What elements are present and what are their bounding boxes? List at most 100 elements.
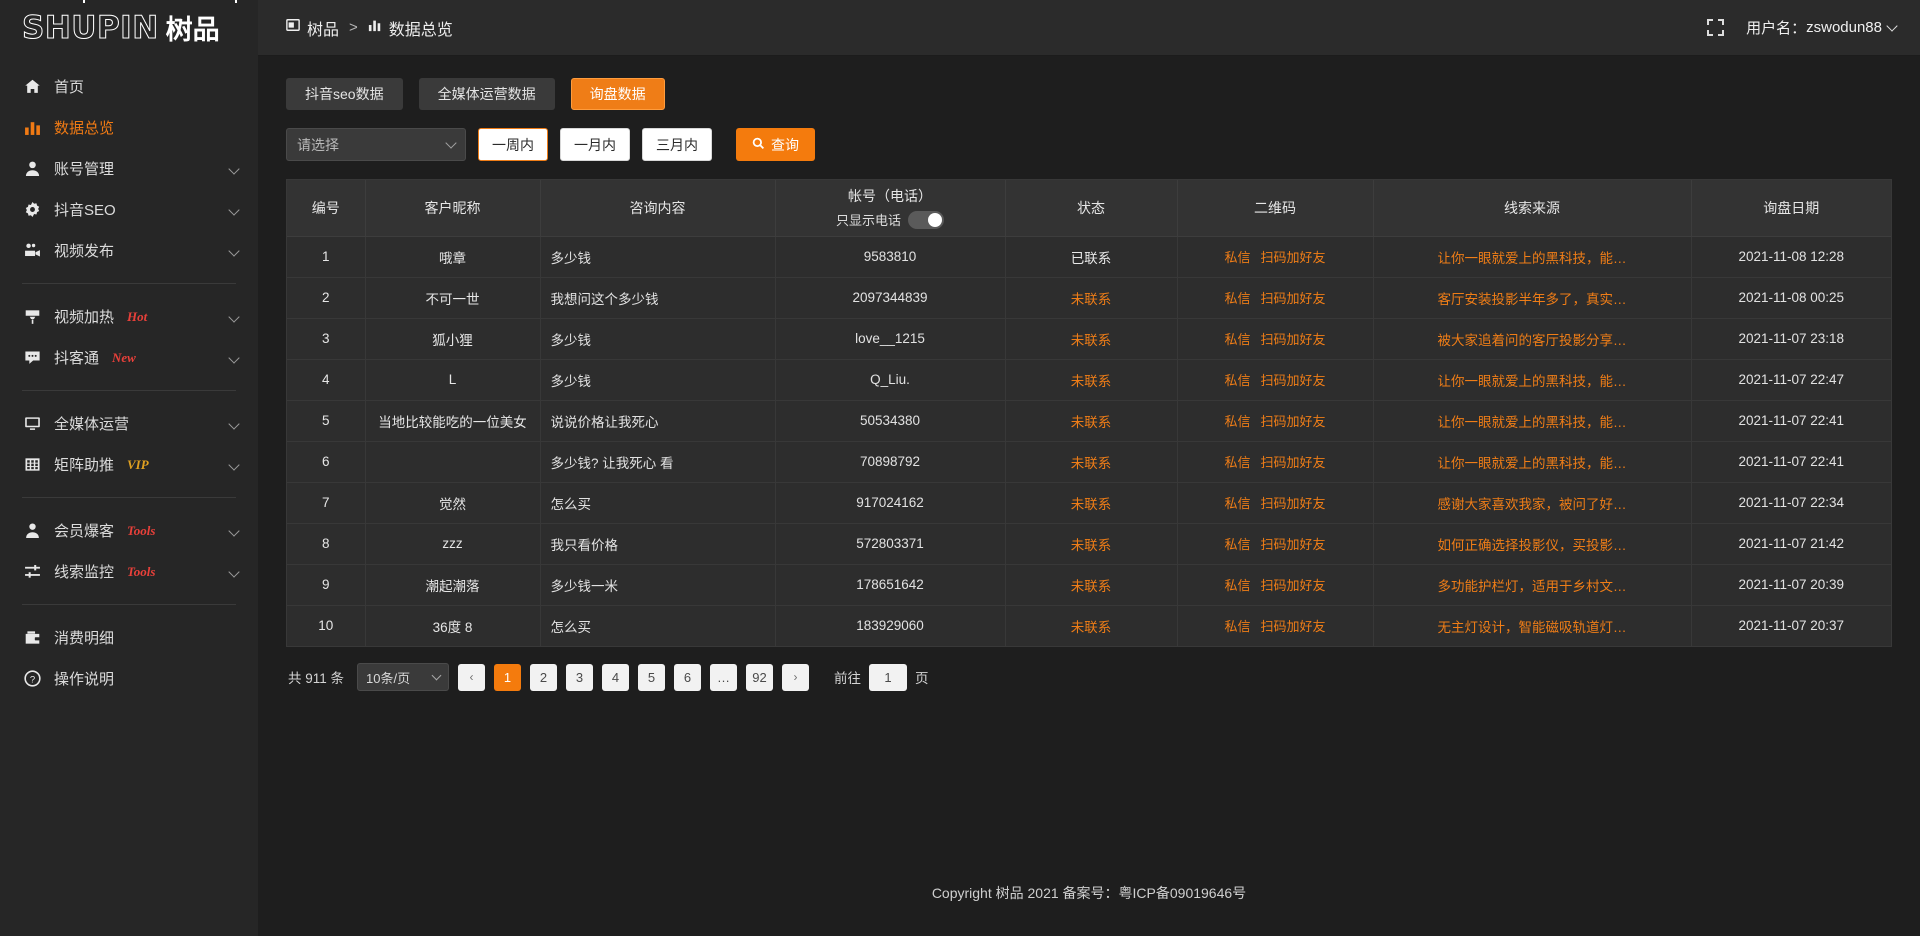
- logo[interactable]: SHUPIN 树品: [0, 0, 258, 56]
- pagination-page-92[interactable]: 92: [746, 663, 774, 691]
- source-link[interactable]: 让你一眼就爱上的黑科技，能…: [1437, 373, 1627, 389]
- source-link[interactable]: 感谢大家喜欢我家，被问了好…: [1437, 496, 1627, 512]
- source-link[interactable]: 无主灯设计，智能磁吸轨道灯…: [1437, 619, 1627, 635]
- cell-account: Q_Liu.: [775, 359, 1006, 401]
- pagination-next-button[interactable]: ›: [782, 663, 810, 691]
- scan-add-friend-link[interactable]: 扫码加好友: [1260, 619, 1326, 635]
- range-button-1[interactable]: 一月内: [560, 128, 630, 161]
- sidebar-item-label: 操作说明: [54, 671, 115, 688]
- goto-page-input[interactable]: [869, 663, 908, 691]
- tab-2[interactable]: 询盘数据: [570, 78, 665, 110]
- scan-add-friend-link[interactable]: 扫码加好友: [1260, 332, 1326, 347]
- column-header-nick: 客户昵称: [365, 180, 541, 237]
- chevron-down-icon: [1886, 19, 1898, 32]
- private-message-link[interactable]: 私信: [1224, 250, 1251, 265]
- sidebar-item-12[interactable]: 会员爆客 Tools: [0, 510, 258, 551]
- pagination-page-1[interactable]: 1: [494, 663, 522, 691]
- private-message-link[interactable]: 私信: [1224, 455, 1251, 470]
- scan-add-friend-link[interactable]: 扫码加好友: [1260, 578, 1326, 593]
- table-row: 8 zzz 我只看价格 572803371 未联系 私信 扫码加好友 如何正确选择投影仪，买投…: [287, 523, 1891, 565]
- select-input[interactable]: 请选择: [286, 128, 466, 161]
- cell-content: 多少钱一米: [540, 564, 776, 606]
- private-message-link[interactable]: 私信: [1224, 619, 1251, 635]
- sidebar-item-13[interactable]: 线索监控 Tools: [0, 551, 258, 592]
- source-link[interactable]: 多功能护栏灯，适用于乡村文…: [1437, 578, 1627, 594]
- sidebar-item-0[interactable]: 首页: [0, 66, 258, 107]
- cell-no: 5: [287, 400, 366, 442]
- cell-source: 客厅安装投影半年多了，真实…: [1373, 277, 1692, 319]
- status-badge: 未联系: [1070, 578, 1112, 594]
- breadcrumb-item-current[interactable]: 数据总览: [368, 16, 453, 40]
- topbar: 树品 > 数据总览 用户名： zswodun88: [258, 0, 1920, 56]
- phone-only-label: 只显示电话: [835, 213, 901, 229]
- pagination-page-3[interactable]: 3: [566, 663, 594, 691]
- cell-qr: 私信 扫码加好友: [1177, 564, 1374, 606]
- sidebar-item-2[interactable]: 账号管理: [0, 148, 258, 189]
- scan-add-friend-link[interactable]: 扫码加好友: [1260, 291, 1326, 306]
- sidebar-item-7[interactable]: 抖客通 New: [0, 337, 258, 378]
- cell-content: 多少钱: [540, 318, 776, 360]
- sidebar-divider: [22, 390, 236, 391]
- private-message-link[interactable]: 私信: [1224, 332, 1251, 347]
- sidebar-item-16[interactable]: ? 操作说明: [0, 658, 258, 699]
- scan-add-friend-link[interactable]: 扫码加好友: [1260, 373, 1326, 388]
- pagination-page-5[interactable]: 5: [638, 663, 666, 691]
- user-menu[interactable]: 用户名： zswodun88: [1746, 17, 1898, 38]
- private-message-link[interactable]: 私信: [1224, 291, 1251, 306]
- source-link[interactable]: 让你一眼就爱上的黑科技，能…: [1437, 414, 1627, 430]
- source-link[interactable]: 让你一眼就爱上的黑科技，能…: [1437, 250, 1627, 266]
- scan-add-friend-link[interactable]: 扫码加好友: [1260, 455, 1326, 470]
- source-link[interactable]: 被大家追着问的客厅投影分享…: [1437, 332, 1627, 348]
- private-message-link[interactable]: 私信: [1224, 496, 1251, 511]
- private-message-link[interactable]: 私信: [1224, 414, 1251, 429]
- sidebar-item-6[interactable]: 视频加热 Hot: [0, 296, 258, 337]
- range-button-0[interactable]: 一周内: [478, 128, 548, 161]
- cell-status: 未联系: [1005, 482, 1178, 524]
- range-button-group: 一周内 一月内 三月内: [478, 128, 712, 161]
- cell-status: 未联系: [1005, 605, 1178, 646]
- source-link[interactable]: 如何正确选择投影仪，买投影…: [1437, 537, 1627, 553]
- breadcrumb-item-root[interactable]: 树品: [286, 16, 339, 40]
- private-message-link[interactable]: 私信: [1224, 578, 1251, 593]
- range-button-2[interactable]: 三月内: [642, 128, 712, 161]
- sidebar-item-3[interactable]: 抖音SEO: [0, 189, 258, 230]
- cell-source: 多功能护栏灯，适用于乡村文…: [1373, 564, 1692, 606]
- status-badge: 已联系: [1070, 250, 1112, 266]
- chevron-down-icon: [228, 310, 240, 323]
- search-button[interactable]: 查询: [736, 128, 815, 161]
- source-link[interactable]: 让你一眼就爱上的黑科技，能…: [1437, 455, 1627, 471]
- cell-no: 4: [287, 359, 366, 401]
- sidebar-item-1[interactable]: 数据总览: [0, 107, 258, 148]
- cell-nick: zzz: [365, 523, 541, 565]
- table-row: 6 多少钱? 让我死心 看 70898792 未联系 私信 扫码加好友 让你一眼就爱上的黑科…: [287, 441, 1891, 483]
- pagination-page-6[interactable]: 6: [674, 663, 702, 691]
- source-link[interactable]: 客厅安装投影半年多了，真实…: [1437, 291, 1627, 307]
- pagination-page-2[interactable]: 2: [530, 663, 558, 691]
- page-size-select[interactable]: 10条/页: [357, 663, 450, 691]
- fullscreen-icon[interactable]: [1707, 19, 1725, 36]
- copyright-text: Copyright 树品 2021 备案号：粤ICP备09019646号: [931, 885, 1247, 901]
- scan-add-friend-link[interactable]: 扫码加好友: [1260, 414, 1326, 429]
- cell-no: 2: [287, 277, 366, 319]
- scan-add-friend-link[interactable]: 扫码加好友: [1260, 250, 1326, 265]
- pagination-prev-button[interactable]: ‹: [458, 663, 486, 691]
- cell-content: 多少钱: [540, 236, 776, 278]
- pagination-page-…[interactable]: …: [710, 663, 738, 691]
- column-header-date: 询盘日期: [1691, 180, 1891, 237]
- cell-date: 2021-11-08 12:28: [1691, 236, 1891, 278]
- sidebar-item-4[interactable]: 视频发布: [0, 230, 258, 271]
- private-message-link[interactable]: 私信: [1224, 373, 1251, 388]
- cell-qr: 私信 扫码加好友: [1177, 441, 1374, 483]
- phone-only-toggle[interactable]: [908, 210, 944, 229]
- sidebar-item-15[interactable]: 消费明细: [0, 617, 258, 658]
- private-message-link[interactable]: 私信: [1224, 537, 1251, 552]
- pagination-page-4[interactable]: 4: [602, 663, 630, 691]
- scan-add-friend-link[interactable]: 扫码加好友: [1260, 537, 1326, 552]
- tab-1[interactable]: 全媒体运营数据: [418, 78, 555, 110]
- tab-0[interactable]: 抖音seo数据: [286, 78, 403, 110]
- scan-add-friend-link[interactable]: 扫码加好友: [1260, 496, 1326, 511]
- sidebar-item-label: 线索监控: [54, 564, 115, 581]
- sidebar-item-9[interactable]: 全媒体运营: [0, 403, 258, 444]
- sidebar-item-10[interactable]: 矩阵助推 VIP: [0, 444, 258, 485]
